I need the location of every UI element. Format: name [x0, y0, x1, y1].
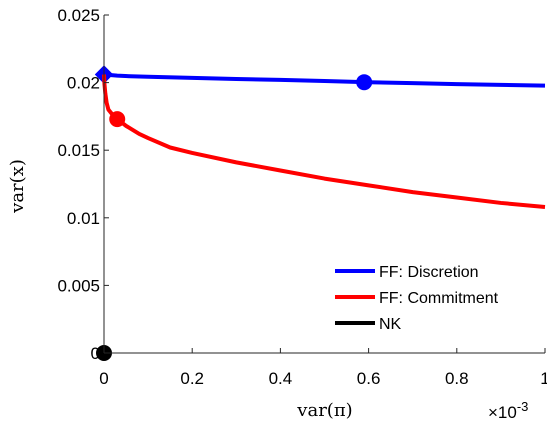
- x-tick-label: 1: [540, 369, 547, 388]
- legend: FF: Discretion FF: Commitment NK: [335, 264, 499, 333]
- series-line-ff-commitment: [102, 74, 546, 209]
- legend-label-nk: NK: [379, 316, 402, 333]
- y-tick-label: 0.005: [57, 276, 100, 295]
- legend-label-ff-discretion: FF: Discretion: [379, 264, 479, 281]
- marker-ff-commitment: [109, 111, 126, 128]
- y-tick-label: 0.015: [57, 141, 100, 160]
- plot-background: [104, 15, 545, 353]
- x-tick-label: 0: [99, 369, 108, 388]
- marker-ff-discretion: [356, 74, 373, 91]
- legend-label-ff-commitment: FF: Commitment: [379, 290, 499, 307]
- y-tick-label: 0.01: [67, 209, 100, 228]
- y-tick-label: 0.025: [57, 6, 100, 25]
- y-tick-label: 0: [91, 344, 100, 363]
- x-exponent-power: -3: [517, 399, 529, 414]
- x-axis-label: var(π): [296, 400, 352, 421]
- y-axis-label: var(x): [7, 159, 28, 214]
- plot-area: [104, 15, 545, 353]
- y-tick-label: 0.02: [67, 74, 100, 93]
- x-tick-label: 0.6: [357, 369, 381, 388]
- axes-layer: 0 0.005 0.01 0.015 0.02 0.025 0 0.2 0.4 0.6 0.8 1: [57, 6, 547, 388]
- series-line-ff-discretion: [103, 72, 546, 88]
- x-tick-label: 0.4: [269, 369, 293, 388]
- x-tick-label: 0.8: [445, 369, 469, 388]
- x-tick-label: 0.2: [180, 369, 204, 388]
- x-exponent-label: ×10-3: [488, 399, 528, 422]
